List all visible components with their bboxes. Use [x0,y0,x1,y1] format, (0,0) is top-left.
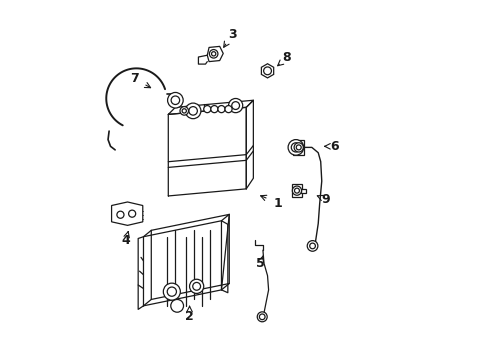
FancyBboxPatch shape [291,184,301,197]
Circle shape [263,67,271,75]
Circle shape [211,52,215,56]
Circle shape [218,105,224,113]
FancyBboxPatch shape [293,140,304,155]
Circle shape [228,99,242,113]
Text: 6: 6 [330,140,339,153]
Text: 5: 5 [256,257,264,270]
Circle shape [163,283,180,300]
Text: 7: 7 [130,72,139,85]
Circle shape [291,143,300,152]
Circle shape [210,105,218,113]
Circle shape [296,145,301,150]
Text: 1: 1 [273,197,282,210]
Text: 3: 3 [227,28,236,41]
Text: 2: 2 [185,310,194,323]
Circle shape [117,211,124,218]
Circle shape [293,143,303,152]
Circle shape [185,103,201,119]
Circle shape [231,102,239,109]
Circle shape [306,240,317,251]
Circle shape [209,50,218,58]
Circle shape [292,186,301,195]
Circle shape [182,109,186,113]
Text: 8: 8 [282,51,291,64]
Circle shape [287,140,303,155]
Circle shape [167,287,176,296]
Polygon shape [261,64,273,78]
Text: 9: 9 [321,193,330,206]
Polygon shape [111,202,142,225]
Text: 4: 4 [121,234,130,247]
Circle shape [180,107,188,115]
Circle shape [224,105,232,113]
Circle shape [188,107,197,115]
Circle shape [189,279,203,293]
Circle shape [257,312,266,322]
Circle shape [171,96,179,104]
FancyBboxPatch shape [301,189,305,193]
Circle shape [309,243,315,249]
Circle shape [128,210,135,217]
Circle shape [294,188,299,193]
Circle shape [167,93,183,108]
Circle shape [192,283,200,290]
Circle shape [259,314,264,320]
Circle shape [203,105,210,113]
Circle shape [170,300,183,312]
